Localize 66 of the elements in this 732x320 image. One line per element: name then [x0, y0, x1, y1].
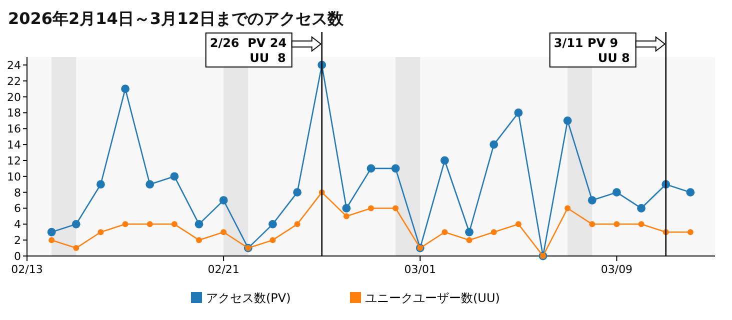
y-tick-label: 16	[7, 122, 21, 136]
point	[343, 213, 350, 220]
point	[442, 229, 448, 236]
point	[73, 245, 80, 252]
point	[121, 84, 130, 94]
point	[686, 188, 695, 197]
point	[294, 221, 300, 228]
point	[392, 205, 399, 212]
x-tick-label: 02/13	[11, 263, 43, 276]
ref-line-label: 3/11 PV 9 UU 8	[554, 36, 630, 65]
legend-label: ユニークユーザー数(UU)	[365, 291, 500, 305]
y-tick-label: 2	[14, 234, 21, 248]
point	[687, 229, 694, 236]
x-tick-label: 03/09	[600, 263, 633, 276]
y-tick-label: 8	[14, 186, 21, 200]
y-tick-label: 6	[14, 202, 21, 216]
point	[391, 164, 400, 173]
point	[589, 221, 596, 228]
point	[366, 164, 376, 173]
y-tick-label: 4	[14, 218, 21, 232]
point	[72, 220, 80, 228]
point	[614, 221, 620, 228]
point	[638, 221, 644, 228]
y-tick-label: 22	[7, 74, 21, 88]
point	[96, 180, 105, 189]
point	[170, 172, 179, 181]
point	[490, 140, 498, 149]
point	[466, 237, 472, 244]
point	[194, 220, 204, 228]
point	[612, 188, 621, 197]
ref-line-label: 2/26 PV 24 UU 8	[210, 36, 287, 65]
chart-title: 2026年2月14日～3月12日までのアクセス数	[8, 9, 344, 28]
point	[47, 228, 56, 236]
point	[440, 156, 449, 165]
point	[220, 229, 227, 236]
point	[637, 204, 646, 212]
point	[196, 237, 202, 244]
y-tick-label: 20	[7, 90, 21, 104]
point	[514, 108, 523, 117]
point	[268, 220, 277, 228]
point	[515, 221, 522, 228]
point	[588, 196, 596, 204]
point	[270, 237, 276, 244]
y-tick-label: 0	[14, 250, 21, 263]
point	[368, 205, 374, 212]
point	[98, 229, 104, 236]
y-tick-label: 18	[7, 106, 21, 120]
point	[171, 221, 178, 228]
point	[146, 180, 154, 189]
point	[564, 205, 571, 212]
y-tick-label: 10	[7, 170, 21, 184]
legend-label: アクセス数(PV)	[206, 291, 291, 305]
y-tick-label: 12	[7, 154, 21, 168]
point	[122, 221, 128, 228]
point	[146, 221, 153, 228]
point	[48, 237, 55, 244]
y-tick-label: 14	[7, 138, 21, 152]
x-tick-label: 03/01	[404, 263, 436, 276]
point	[563, 116, 572, 125]
point	[293, 188, 302, 197]
point	[490, 229, 497, 236]
point	[219, 196, 228, 204]
point	[465, 228, 474, 236]
y-tick-label: 24	[7, 58, 21, 72]
point	[342, 204, 351, 212]
x-tick-label: 02/21	[208, 263, 240, 276]
